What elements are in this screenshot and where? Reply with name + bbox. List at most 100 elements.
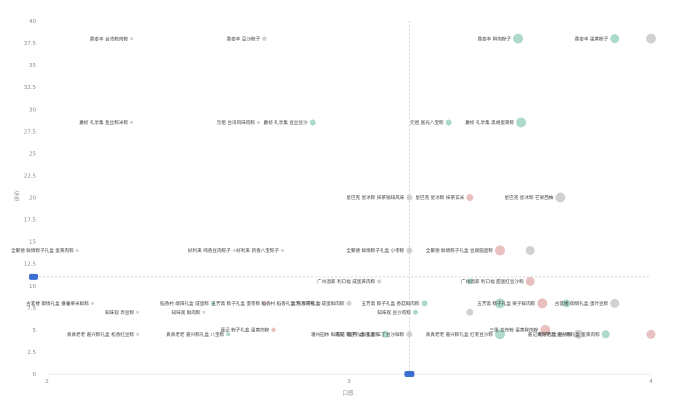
data-point <box>516 117 527 128</box>
point-label: 元祖 富光八宝粽 <box>410 119 444 126</box>
data-point <box>513 33 524 44</box>
y-tick-label: 20 <box>29 196 36 202</box>
data-point <box>601 330 610 339</box>
point-label: 星巴克 星冰粽 抹茶玄米 <box>415 194 464 201</box>
point-label: 蕙桢 礼享集 黑胡蛋黄粽 <box>465 119 514 126</box>
data-point <box>346 300 352 306</box>
point-label: 蕙桢 礼享集 鱼丝粽米粽 <box>79 119 128 126</box>
data-point <box>75 248 79 252</box>
y-tick-label: 37.5 <box>24 41 37 47</box>
y-tick-label: 15 <box>29 240 36 246</box>
point-label: 真真老老 嘉兴粽礼盒 松香红豆粽 <box>67 331 135 338</box>
point-label: 古茗楼 御情礼盒 番薯栗米鲜粽 <box>26 300 89 307</box>
y-tick-label: 32.5 <box>24 85 37 91</box>
data-point <box>610 298 620 308</box>
point-label: 五芳斋 粽子礼盒 香菇鲜肉粽 <box>361 300 419 307</box>
data-point <box>316 301 321 306</box>
data-point <box>271 327 276 333</box>
data-point <box>466 308 474 316</box>
point-label: 知味观 豆沙肉粽 <box>377 309 411 316</box>
point-label: 五芳斋 粽子礼盒 栗子鲜肉粽 <box>477 300 535 307</box>
data-point <box>281 248 285 252</box>
point-label: 鼎泰丰 豆沙粽子 <box>227 35 261 42</box>
data-point <box>406 194 413 201</box>
data-point <box>555 192 566 203</box>
data-point <box>262 301 267 306</box>
data-point <box>495 245 505 256</box>
point-label: 星巴克 星冰粽 抹茶咖啡风味 <box>346 194 404 201</box>
reference-markers[interactable] <box>29 273 415 377</box>
point-label: 远芳 V鲜礼盒 三丁豆沙鲜粽 <box>348 331 405 338</box>
data-point <box>646 329 656 339</box>
data-point <box>525 245 535 255</box>
point-label: 全聚德 鲜情粽子礼盒 豆腐脑蛋粽 <box>426 247 494 254</box>
x-tick-label: 3 <box>347 379 351 385</box>
y-tick-label: 30 <box>29 107 36 113</box>
point-label: 好利来 纯香豆肉粽子 <box>188 247 231 254</box>
data-point <box>537 298 548 309</box>
data-point <box>540 324 551 335</box>
y-reference-handle[interactable] <box>29 273 38 280</box>
point-label: 好利来 新香八宝粽子 <box>236 247 279 254</box>
data-point <box>256 120 260 124</box>
y-tick-label: 7.5 <box>27 306 36 312</box>
data-points <box>75 33 656 340</box>
data-point <box>412 309 418 315</box>
data-point <box>130 37 134 41</box>
data-point <box>381 330 389 338</box>
y-tick-label: 2.5 <box>27 350 36 356</box>
point-label: 广州酒家 利口福 咸蛋黄肉粽 <box>317 278 375 285</box>
data-point <box>136 332 140 336</box>
data-point <box>90 301 94 305</box>
data-point <box>466 278 473 285</box>
axis-ticks: 0 2.5 5 7.5 10 12.5 15 17.5 20 22.5 25 27.5 30 32.5 35… <box>24 19 654 385</box>
point-label: 嘉记 粽子礼盒 蛋黄粽 <box>335 331 380 338</box>
data-point <box>406 247 413 254</box>
data-point <box>466 194 474 201</box>
point-label: 真真老老 嘉兴粽礼盒 红枣豆沙粽 <box>426 331 494 338</box>
data-point <box>346 331 352 337</box>
y-tick-label: 0 <box>33 372 37 378</box>
point-label: 广州酒家 利口福 甜蛋红豆沙粽 <box>461 278 524 285</box>
data-point <box>309 119 316 126</box>
point-label: 嘉记 粽子礼盒 豆沙粽 <box>528 331 573 338</box>
y-tick-label: 22.5 <box>24 173 37 179</box>
data-point <box>646 33 656 44</box>
x-reference-handle[interactable] <box>404 371 415 377</box>
point-label: 稻香村 端阳礼盒 咸蛋粽 <box>160 300 209 307</box>
data-point <box>610 34 620 44</box>
point-label: 星巴克 星冰粽 芒果西柚 <box>505 194 554 201</box>
point-label: 三里 龙舟粽 蛋黄鲜肉粽 <box>489 326 538 333</box>
point-label: 知味观 赤豆粽 <box>105 309 134 316</box>
point-label: 真真老老 嘉兴粽礼盒 八宝粽 <box>166 331 224 338</box>
data-point <box>525 276 535 286</box>
point-label: 知味观 鲜肉粽 <box>172 309 201 316</box>
point-label: 鼎泰丰 蛋黄粽子 <box>575 35 609 42</box>
data-point <box>262 36 267 41</box>
y-tick-label: 40 <box>29 19 36 25</box>
y-tick-label: 10 <box>29 284 36 290</box>
point-label: 嘉记 粽子礼盒 蛋黄肉粽 <box>220 326 269 333</box>
point-label: 鼎泰丰 鲜肉粽子 <box>477 35 511 42</box>
data-point <box>210 301 216 306</box>
point-label: 真真老老 嘉兴粽礼盒 蛋黄肉粽 <box>537 331 600 338</box>
point-label: 全聚德 鲜情粽子礼盒 小枣粽 <box>346 247 404 254</box>
point-label: 元祖 台湾风味肉粽 <box>217 119 256 126</box>
data-point <box>562 299 571 308</box>
data-point <box>377 279 382 284</box>
y-tick-label: 35 <box>29 63 36 69</box>
point-label: 远芳 粽子礼盒 咸蛋鲜肉粽 <box>291 300 345 307</box>
y-tick-label: 27.5 <box>24 129 37 135</box>
y-tick-label: 12.5 <box>24 262 37 268</box>
data-point <box>406 331 413 338</box>
data-point <box>202 310 206 314</box>
data-point <box>136 310 140 314</box>
y-tick-label: 25 <box>29 151 36 157</box>
point-label: 稻香村 稻香礼盒 纯沙肉粽 <box>261 300 315 307</box>
y-tick-label: 17.5 <box>24 218 37 224</box>
y-axis-title: 评价 <box>13 190 21 202</box>
data-point <box>495 298 505 309</box>
data-point <box>226 332 231 337</box>
data-point <box>130 120 134 124</box>
